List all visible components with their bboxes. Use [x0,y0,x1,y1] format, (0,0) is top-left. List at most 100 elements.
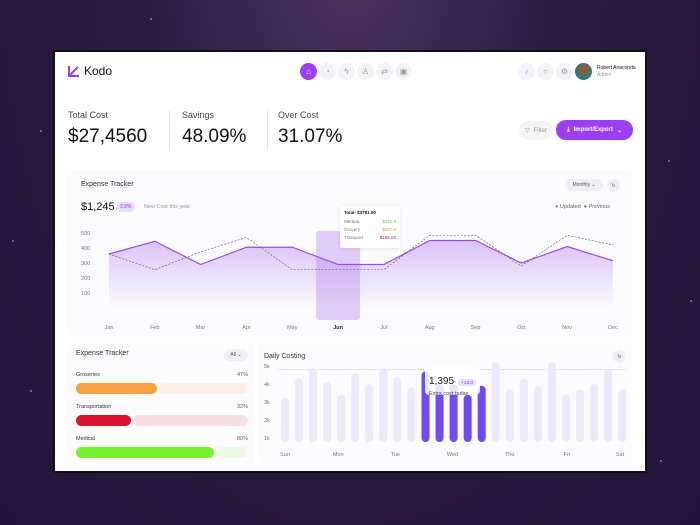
stat-over-cost: Over Cost 31.07% [278,110,343,147]
x-tick-label: Thu [505,452,514,458]
progress-fill [76,415,132,426]
daily-bar [379,367,388,442]
search-icon[interactable]: ○ [537,63,554,80]
x-tick-label: Nov [562,325,572,331]
refresh-icon[interactable]: ↻ [613,350,626,363]
import-export-button[interactable]: ⤓ Import/Export ⌄ [556,120,633,140]
daily-bar [505,389,514,442]
y-tick-label: 3k [264,400,270,406]
daily-bar [618,389,627,442]
tooltip-row: Transport $196.08 [344,235,396,240]
tooltip-row: Medical $342.3 [344,219,396,224]
filter-button[interactable]: ▽ Filter [519,121,553,140]
category-label: Medical [76,436,95,442]
x-tick-label: Apr [242,325,251,331]
x-tick-label: Feb [150,325,159,331]
x-tick-label: Wed [447,452,458,458]
daily-bar [351,373,360,442]
download-icon: ⤓ [566,126,570,133]
y-tick-label: 4k [264,382,270,388]
stat-savings: Savings 48.09% [182,110,247,147]
avatar[interactable] [575,63,592,80]
y-tick-label: 400 [81,246,90,252]
tooltip-row: Grocery $587.8 [344,227,396,232]
x-tick-label: Jan [105,325,114,331]
daily-bar [407,387,416,442]
daily-bar [337,394,346,442]
y-tick-label: 5k [264,364,270,370]
category-percent: 47% [236,372,248,378]
logo[interactable]: Kodo [68,64,112,78]
updated-line [108,239,614,266]
breakdown-panel: Expense Tracker All ⌄ Groseries 47% Tran… [67,342,255,464]
category-label: Groseries [76,372,100,378]
total-value: $1,245 [81,201,115,213]
divider [169,110,170,150]
x-tick-label: Sep [471,325,481,331]
x-tick-label: May [287,325,298,331]
daily-bar [562,394,570,442]
x-tick-label: Jul [380,325,387,331]
daily-bar [576,389,585,442]
transfer-icon[interactable]: ⇄ [376,63,393,80]
x-tick-label: Sat [616,452,625,458]
user-icon[interactable]: ♙ [357,63,374,80]
kodo-logo-icon [68,66,79,77]
wallet-icon[interactable]: ▣ [395,63,412,80]
daily-bar [519,378,528,442]
category-label: Transportation [76,404,112,410]
subtitle: New Cost this year [144,204,191,210]
x-tick-label: Jun [333,325,343,331]
bar-callout: 1,395 +23.0 Extra cost today [425,367,480,397]
daily-bar [295,378,304,442]
progress-track [158,383,248,394]
daily-bar [477,385,486,442]
user-role: Admin [597,71,612,78]
stat-total-cost: Total Cost $27,4560 [68,110,148,147]
progress-track [215,447,248,458]
dashboard-window: Kodo ⌂ ◔ ϟ ♙ ⇄ ▣ ♪ ○ ⚙ Robert Anaconda Ad… [53,50,647,473]
divider [267,110,268,150]
x-tick-label: Fri [564,452,570,458]
x-tick-label: Dec [608,325,618,331]
header-right: ♪ ○ ⚙ Robert Anaconda Admin [518,63,636,80]
refresh-icon[interactable]: ↻ [607,179,620,192]
daily-bar [393,376,402,442]
daily-bar [463,394,472,442]
panel-title: Daily Costing [264,353,306,360]
change-badge: 2.8% [116,202,136,212]
app-name: Kodo [84,64,113,78]
x-tick-label: Aug [425,325,435,331]
daily-bar [281,398,289,442]
top-nav: ⌂ ◔ ϟ ♙ ⇄ ▣ [300,63,412,80]
daily-bar [590,384,599,442]
chevron-down-icon: ⌄ [616,127,623,134]
filter-icon: ▽ [525,128,530,134]
period-select[interactable]: Monthly ⌄ [565,179,603,191]
bell-icon[interactable]: ♪ [518,63,535,80]
gear-icon[interactable]: ⚙ [556,63,573,80]
y-tick-label: 2k [264,418,270,424]
daily-bar [491,362,500,442]
panel-title: Expense Tracker [81,181,134,188]
progress-track [133,415,248,426]
y-tick-label: 1k [264,436,270,442]
lightning-icon[interactable]: ϟ [338,63,355,80]
home-icon[interactable]: ⌂ [300,63,317,80]
progress-fill [76,447,214,458]
y-tick-label: 100 [81,291,90,297]
y-tick-label: 200 [81,276,90,282]
updated-area [109,240,613,308]
daily-bar [533,385,542,442]
pie-chart-icon[interactable]: ◔ [319,63,336,80]
daily-bar [365,384,374,442]
chart-tooltip: Total- $3791.00 Medical $342.3 Grocery $587… [340,206,400,248]
legend: ● Updated ● Previous [555,204,610,210]
previous-line [108,234,614,271]
progress-fill [76,383,157,394]
category-percent: 32% [236,404,248,410]
expense-area-chart: 100 200 300 400 500 Jan Feb Mar Apr May Jun Jul Aug S… [81,231,618,331]
category-filter-select[interactable]: All ⌄ [224,349,248,361]
expense-tracker-panel: Expense Tracker Monthly ⌄ ↻ $1,245 2.8% … [67,170,632,337]
user-name: Robert Anaconda [597,64,636,71]
